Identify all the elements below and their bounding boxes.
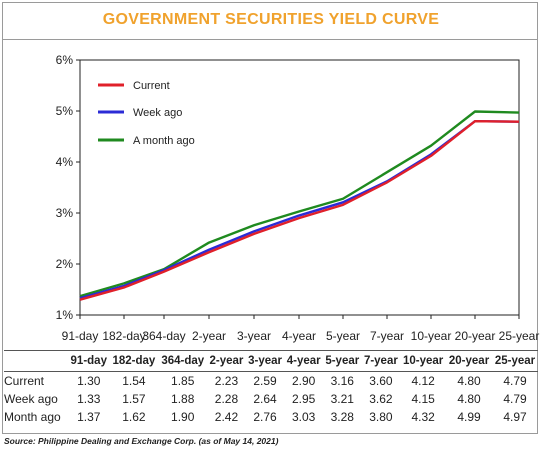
series-line-week-ago <box>79 119 520 300</box>
table-cell: 1.57 <box>122 392 146 406</box>
table-column-header: 4-year <box>284 350 323 372</box>
series-line-current <box>79 119 520 301</box>
table-cell: 4.79 <box>503 374 527 388</box>
y-tick-label: 2% <box>56 257 74 271</box>
y-tick-label: 4% <box>56 155 74 169</box>
table-column-header: 20-year <box>446 350 492 372</box>
table-corner <box>4 350 68 372</box>
x-tick-label: 5-year <box>326 329 360 343</box>
x-tick-label: 7-year <box>370 329 404 343</box>
table-cell: 2.64 <box>253 392 277 406</box>
table-column-header: 25-year <box>492 350 538 372</box>
table-column-header: 182-day <box>109 350 159 372</box>
x-tick-label: 10-year <box>411 329 452 343</box>
table-header-row: 91-day 182-day 364-day 2-year 3-year 4-year 5-… <box>4 350 538 372</box>
table-cell: 2.95 <box>291 392 316 406</box>
table-cell: 4.97 <box>503 410 527 424</box>
table-column-header: 7-year <box>361 350 401 372</box>
y-tick-label: 6% <box>56 53 74 67</box>
y-tick-label: 3% <box>56 206 74 220</box>
table-cell: 3.62 <box>369 392 393 406</box>
y-tick-label: 5% <box>56 104 74 118</box>
table-column-header: 91-day <box>68 350 110 372</box>
table-cell: 4.80 <box>457 392 481 406</box>
table-cell: 2.76 <box>253 410 277 424</box>
x-tick-label: 3-year <box>237 329 271 343</box>
table-cell: 1.30 <box>77 374 101 388</box>
table-row: Month ago 1.37 1.62 1.90 2.42 2.76 3.03 3.28 3.8… <box>4 408 538 426</box>
table-cell: 3.03 <box>291 410 316 424</box>
table-row-label: Week ago <box>4 392 58 406</box>
source-note: Source: Philippine Dealing and Exchange … <box>4 436 279 446</box>
x-tick-label: 2-year <box>192 329 226 343</box>
table-cell: 1.85 <box>171 374 195 388</box>
table-column-header: 3-year <box>245 350 285 372</box>
x-tick-label: 364-day <box>142 329 185 343</box>
yield-table: 91-day 182-day 364-day 2-year 3-year 4-year 5-… <box>4 350 538 426</box>
table-cell: 3.16 <box>330 374 354 388</box>
table-cell: 4.15 <box>411 392 435 406</box>
table-cell: 1.37 <box>77 410 101 424</box>
series-line-a-month-ago <box>79 110 520 298</box>
table-column-header: 364-day <box>158 350 208 372</box>
table-cell: 2.23 <box>214 374 239 388</box>
x-tick-label: 91-day <box>62 329 99 343</box>
table-cell: 4.99 <box>457 410 481 424</box>
table-cell: 1.33 <box>77 392 101 406</box>
table-cell: 1.90 <box>171 410 195 424</box>
table-cell: 4.79 <box>503 392 527 406</box>
title-divider <box>3 39 537 40</box>
table-row-label: Month ago <box>4 410 61 424</box>
table-cell: 4.32 <box>411 410 435 424</box>
table-row-label: Current <box>4 374 45 388</box>
table-cell: 2.90 <box>291 374 316 388</box>
table-cell: 3.60 <box>369 374 393 388</box>
table-cell: 3.28 <box>330 410 354 424</box>
table-column-header: 2-year <box>207 350 246 372</box>
legend-label: Week ago <box>133 107 182 119</box>
legend-label: Current <box>133 80 170 92</box>
table-row: Current 1.30 1.54 1.85 2.23 2.59 2.90 3.16 3.60 4… <box>4 372 538 391</box>
legend-label: A month ago <box>133 135 195 147</box>
table-cell: 3.21 <box>330 392 354 406</box>
chart-title: GOVERNMENT SECURITIES YIELD CURVE <box>102 11 440 28</box>
table-cell: 4.80 <box>457 374 481 388</box>
table-column-header: 10-year <box>400 350 447 372</box>
x-tick-label: 25-year <box>499 329 540 343</box>
table-cell: 2.28 <box>214 392 239 406</box>
chart-frame: GOVERNMENT SECURITIES YIELD CURVE <box>2 2 538 434</box>
x-tick-label: 20-year <box>455 329 496 343</box>
table-cell: 1.54 <box>122 374 146 388</box>
table-row: Week ago 1.33 1.57 1.88 2.28 2.64 2.95 3.21 3.62… <box>4 390 538 408</box>
table-cell: 2.59 <box>253 374 277 388</box>
x-tick-label: 4-year <box>282 329 316 343</box>
table-cell: 3.80 <box>369 410 393 424</box>
table-cell: 1.88 <box>171 392 195 406</box>
table-column-header: 5-year <box>322 350 362 372</box>
table-cell: 1.62 <box>122 410 146 424</box>
table-cell: 2.42 <box>214 410 239 424</box>
x-tick-label: 182-day <box>102 329 145 343</box>
y-tick-label: 1% <box>56 308 74 322</box>
table-cell: 4.12 <box>411 374 435 388</box>
